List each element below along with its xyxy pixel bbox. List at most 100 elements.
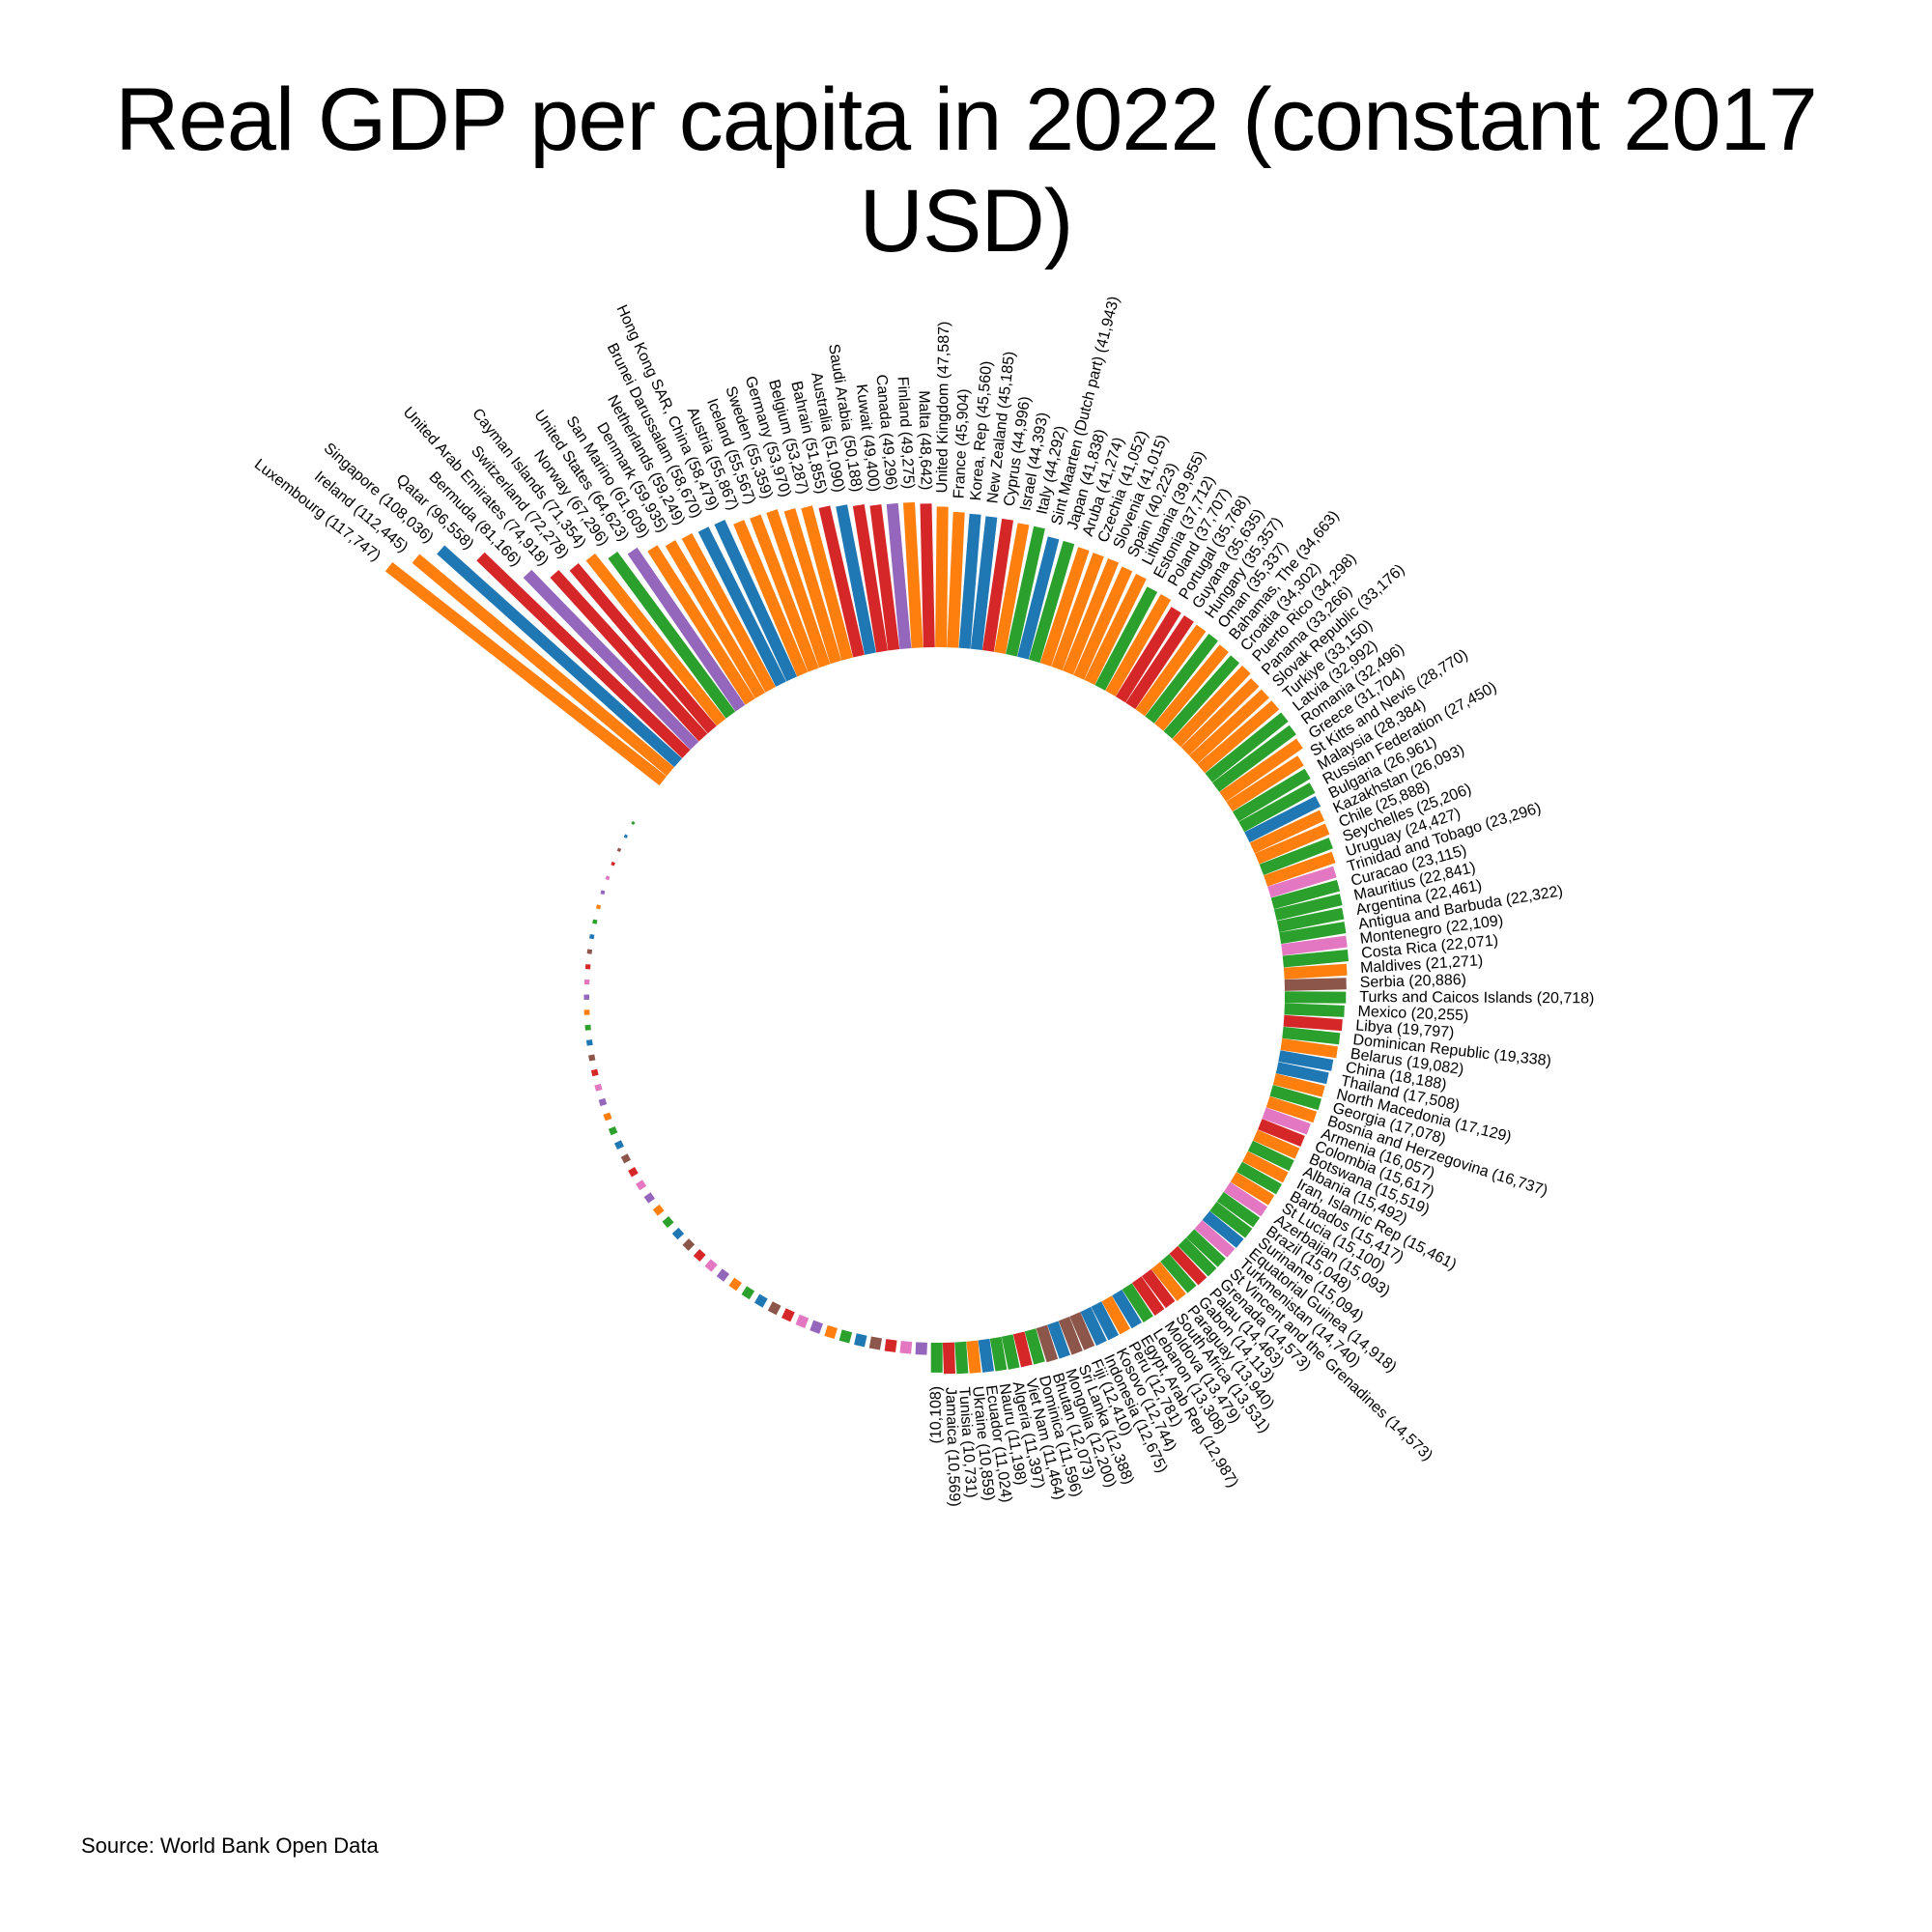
- bar-label: France (45,904): [952, 388, 973, 498]
- gdp-bar: [935, 506, 949, 648]
- gdp-bar: [1265, 1095, 1318, 1123]
- tail-mark: [605, 875, 611, 881]
- tail-mark: [693, 1249, 706, 1262]
- gdp-bar: [697, 526, 786, 687]
- tail-mark: [671, 1227, 685, 1240]
- gdp-bar: [1073, 566, 1133, 680]
- tail-mark: [716, 1268, 730, 1282]
- tail-mark: [868, 1336, 883, 1350]
- tail-mark: [595, 904, 602, 910]
- gdp-bar: [1275, 1062, 1329, 1085]
- gdp-bar: [886, 502, 912, 650]
- tail-mark: [590, 1068, 599, 1077]
- gdp-bar: [1242, 1151, 1289, 1183]
- tail-mark: [585, 1039, 593, 1046]
- gdp-bar: [1058, 1317, 1083, 1355]
- gdp-bar: [569, 563, 717, 734]
- gdp-bar: [1051, 553, 1104, 671]
- gdp-bar: [1105, 594, 1172, 696]
- tail-mark: [824, 1324, 838, 1339]
- gdp-bar: [1279, 922, 1347, 945]
- labels-layer: Luxembourg (117,747)Ireland (112,445)Sin…: [251, 295, 1595, 1507]
- gdp-bar: [1254, 823, 1330, 865]
- bars-layer: [384, 501, 1350, 1375]
- gdp-bar: [437, 545, 683, 768]
- gdp-bar: [1135, 624, 1207, 717]
- gdp-bar: [1194, 1220, 1236, 1258]
- gdp-bar: [1223, 1181, 1268, 1217]
- gdp-bar: [1258, 1119, 1305, 1147]
- gdp-bar: [627, 547, 746, 712]
- bar-label: Serbia (20,886): [1359, 972, 1466, 991]
- gdp-bar: [1172, 665, 1251, 748]
- gdp-bar: [750, 514, 819, 672]
- gdp-bar: [1273, 894, 1343, 922]
- bar-label: Finland (49,275): [894, 376, 917, 489]
- tail-mark: [704, 1259, 718, 1272]
- gdp-bar: [920, 503, 935, 648]
- gdp-bar: [1080, 1306, 1107, 1347]
- gdp-bar: [1209, 1201, 1253, 1238]
- gdp-bar: [1024, 1328, 1045, 1365]
- gdp-bar: [1267, 866, 1337, 898]
- gdp-bar: [801, 505, 853, 661]
- gdp-bar: [714, 519, 798, 682]
- gdp-bar: [1270, 879, 1341, 910]
- gdp-bar: [1282, 1026, 1341, 1045]
- bar-label: Mexico (20,255): [1357, 1004, 1468, 1025]
- gdp-bar: [1282, 950, 1350, 968]
- gdp-bar: [1151, 1262, 1186, 1301]
- gdp-bar: [1284, 1003, 1345, 1017]
- gdp-bar: [1017, 536, 1060, 660]
- gdp-bar: [1069, 1312, 1095, 1350]
- gdp-bar: [1284, 978, 1347, 991]
- gdp-bar: [608, 552, 736, 719]
- gdp-bar: [585, 553, 726, 726]
- gdp-bar: [766, 509, 831, 668]
- tail-mark: [884, 1339, 897, 1352]
- gdp-bar: [1178, 1237, 1217, 1277]
- gdp-bar: [733, 520, 809, 677]
- gdp-bar: [1278, 1050, 1334, 1071]
- gdp-bar: [1219, 738, 1303, 802]
- bar-label: (10,108): [928, 1386, 945, 1444]
- gdp-bar: [783, 507, 842, 665]
- tail-mark: [753, 1293, 768, 1308]
- gdp-bar: [978, 1338, 995, 1373]
- bar-label: Turks and Caicos Islands (20,718): [1359, 989, 1594, 1008]
- gdp-bar: [1112, 1289, 1142, 1329]
- gdp-bar: [989, 1336, 1008, 1372]
- gdp-bar: [1280, 1038, 1338, 1059]
- gdp-bar: [681, 533, 776, 693]
- gdp-bar: [903, 501, 923, 648]
- gdp-bar: [1212, 724, 1296, 792]
- gdp-bar: [1141, 1268, 1176, 1309]
- tail-mark: [588, 1054, 596, 1062]
- gdp-bar: [1154, 644, 1229, 731]
- gdp-bar: [665, 540, 766, 699]
- gdp-bar: [1180, 678, 1260, 755]
- gdp-bar: [1094, 586, 1158, 691]
- gdp-bar: [1125, 614, 1194, 710]
- gdp-bar: [1283, 1014, 1343, 1032]
- gdp-bar: [1244, 796, 1321, 843]
- gdp-bar: [1115, 607, 1181, 703]
- gdp-bar: [1163, 655, 1240, 739]
- tail-mark: [915, 1342, 927, 1355]
- gdp-bar: [947, 511, 965, 648]
- gdp-bar: [1276, 907, 1345, 933]
- gdp-bar: [1281, 935, 1348, 956]
- gdp-bar: [1226, 755, 1304, 812]
- gdp-bar: [647, 545, 755, 705]
- gdp-bar: [1283, 963, 1348, 980]
- bar-label: Jamaica (10,569): [942, 1387, 962, 1507]
- gdp-bar: [1160, 1254, 1197, 1293]
- gdp-bar: [1145, 634, 1218, 724]
- gdp-bar: [1216, 1191, 1261, 1228]
- tail-mark: [636, 1179, 647, 1191]
- gdp-bar: [958, 513, 981, 649]
- gdp-bar: [476, 552, 691, 758]
- gdp-bar: [1036, 1324, 1059, 1363]
- gdp-bar: [1262, 1107, 1311, 1135]
- gdp-bar: [1189, 689, 1269, 765]
